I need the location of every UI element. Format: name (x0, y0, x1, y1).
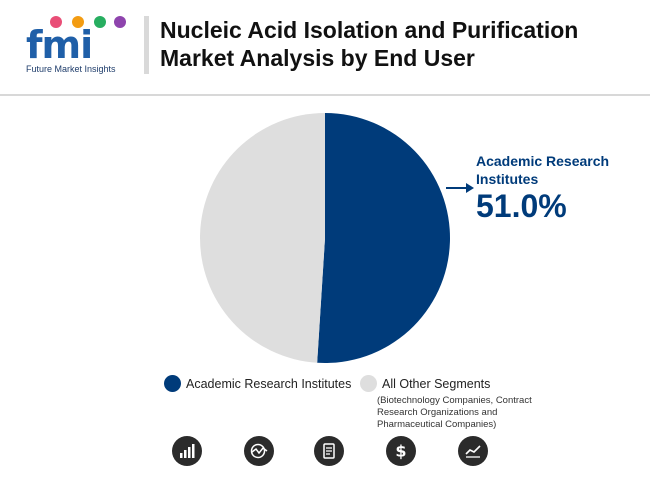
svg-text:$: $ (395, 442, 406, 460)
pie-slice-others (200, 113, 325, 363)
report-icon (314, 436, 344, 466)
legend: Academic Research Institutes All Other S… (0, 375, 650, 435)
legend-swatch-academic (164, 375, 181, 392)
legend-label-others: All Other Segments (382, 377, 491, 391)
legend-item-academic: Academic Research Institutes (164, 375, 351, 393)
footer-icons: $ (0, 436, 650, 470)
legend-item-others: All Other Segments (360, 375, 490, 393)
callout-label: Academic Research Institutes (476, 153, 610, 187)
callout-arrow-icon (466, 183, 474, 193)
callout-value: 51.0% (476, 188, 567, 224)
header-divider (144, 16, 149, 74)
header: fmi Future Market Insights Nucleic Acid … (0, 0, 650, 90)
logo-letters: fmi (26, 23, 93, 67)
globe-chart-icon (244, 436, 274, 466)
logo-subtitle: Future Market Insights (26, 64, 116, 74)
logo-dot-green (94, 16, 106, 28)
trend-line-icon (458, 436, 488, 466)
logo-dot-orange (72, 16, 84, 28)
header-rule (0, 94, 650, 96)
dollar-icon: $ (386, 436, 416, 466)
fmi-logo: fmi Future Market Insights (22, 14, 134, 76)
legend-swatch-others (360, 375, 377, 392)
bar-chart-icon (172, 436, 202, 466)
legend-note-others: (Biotechnology Companies, Contract Resea… (377, 395, 532, 430)
pie-slice-academic (317, 113, 451, 364)
logo-dot-purple (114, 16, 126, 28)
logo-dot-pink (50, 16, 62, 28)
legend-label-academic: Academic Research Institutes (186, 377, 352, 391)
chart-title: Nucleic Acid Isolation and Purification … (160, 17, 579, 71)
